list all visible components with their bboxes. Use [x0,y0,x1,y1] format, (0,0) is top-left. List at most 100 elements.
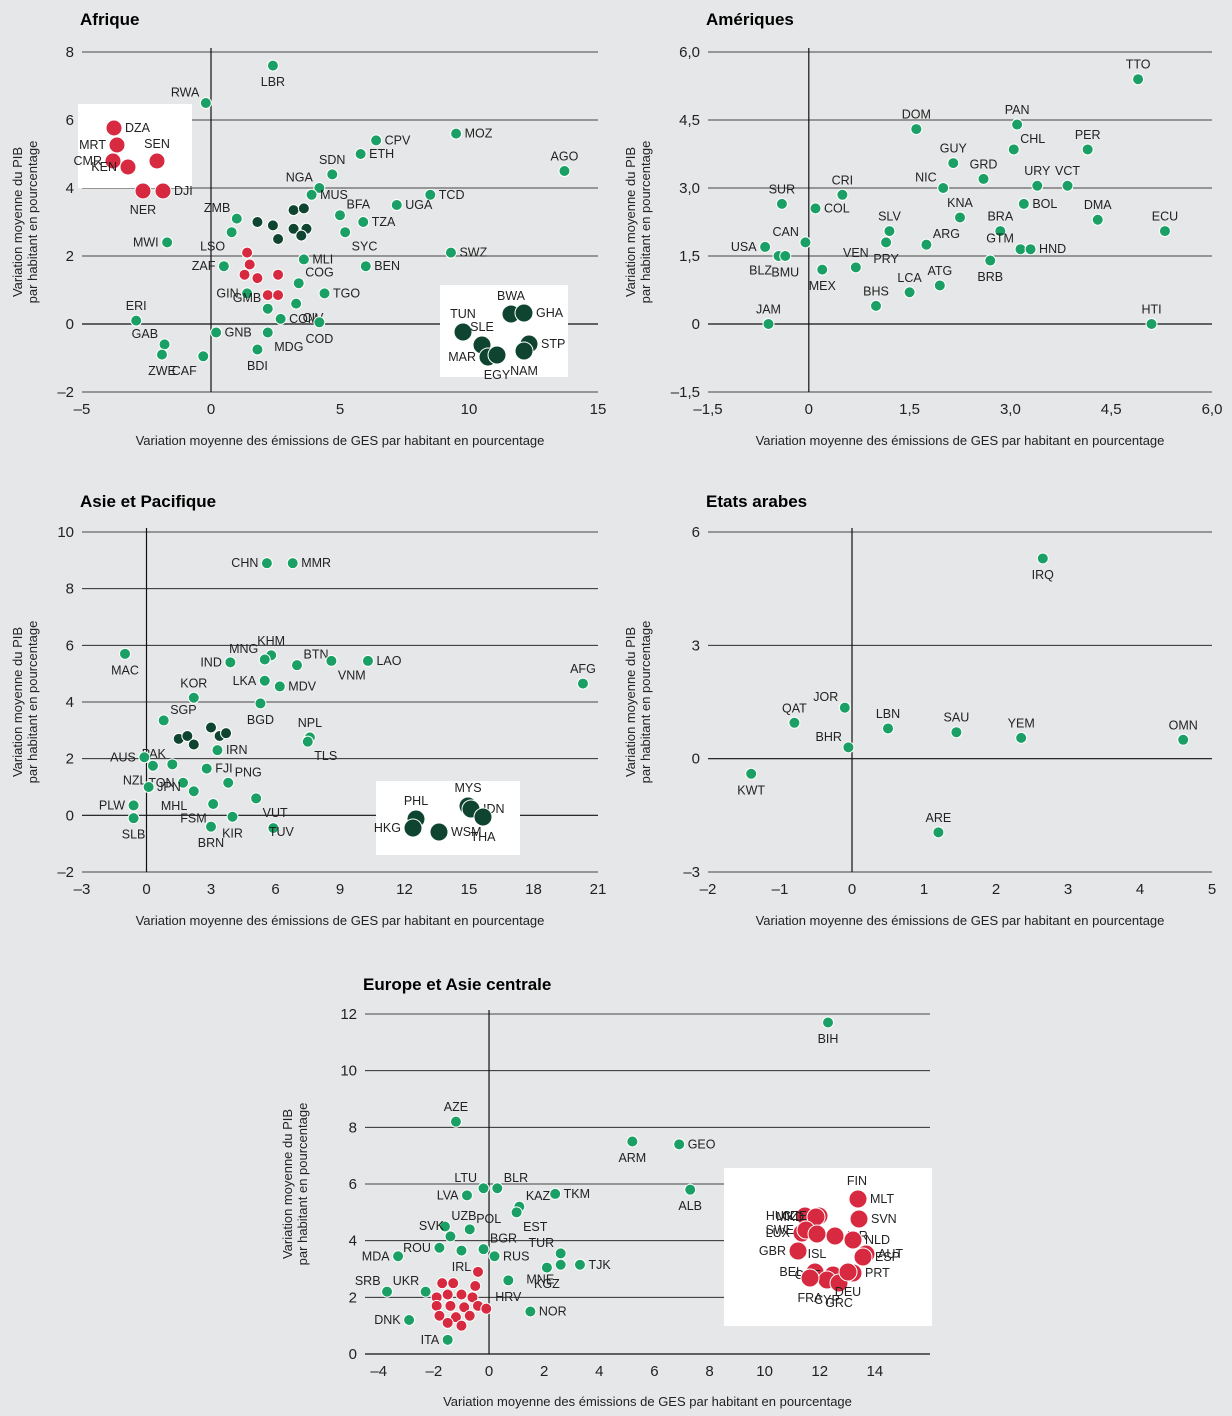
point-label: KHM [257,634,285,648]
data-point [403,1314,416,1326]
chart-panel: Asie et Pacifique –2 0 2 4 6 8 10 –3 0 3 6 9 12 15 18 21… [10,492,606,928]
inset-point-label: FIN [847,1174,867,1188]
inset-point [848,1189,868,1209]
data-point [187,738,200,751]
x-tick-label: 0 [485,1363,493,1380]
x-tick-label: 12 [811,1363,828,1380]
x-tick-label: 0 [207,401,215,418]
y-tick-label: 1,5 [679,248,700,265]
point-label: MDV [288,679,316,693]
data-point [1011,118,1024,131]
data-point [950,726,963,739]
y-tick-label: 0 [349,1346,357,1363]
data-point [205,820,217,833]
x-tick-label: –2 [700,881,717,898]
y-axis-label: Variation moyenne du PIBpar habitant en … [623,621,653,784]
data-point [1007,143,1020,156]
point-label: BOL [1032,197,1057,211]
inset-point-label: CYP [814,1293,840,1307]
point-label: GNB [225,326,252,340]
y-tick-label: 3,0 [679,180,700,197]
data-point [119,647,131,660]
point-label: COM [289,312,318,326]
point-label: COL [824,201,850,215]
data-point [1015,731,1028,744]
inset-point [108,136,126,154]
y-tick-label: 0 [692,316,700,333]
point-label: GMB [233,291,261,305]
x-tick-label: 0 [848,881,856,898]
data-point [842,741,855,754]
point-label: MOZ [465,127,493,141]
point-label: NOR [539,1305,567,1319]
x-tick-label: 1,5 [899,401,920,418]
data-point [290,297,303,310]
x-tick-label: 4 [595,1363,603,1380]
data-point [326,168,339,181]
inset-point [514,303,534,323]
inset-point [853,1247,873,1267]
inset-point-label: EGY [484,368,511,382]
point-label: NPL [298,716,322,730]
x-tick-label: 0 [805,401,813,418]
x-axis-label: Variation moyenne des émissions de GES p… [756,433,1165,448]
data-point [272,289,285,302]
data-point [187,785,200,798]
data-point [1061,179,1074,192]
point-label: BLR [504,1171,528,1185]
point-label: SDN [319,153,345,167]
point-label: GEO [688,1137,716,1151]
point-label: HND [1039,242,1066,256]
data-point [449,1115,462,1128]
x-tick-label: 4,5 [1101,401,1122,418]
inset-point-label: HUN [766,1209,793,1223]
point-label: JPN [157,780,181,794]
data-point [554,1258,567,1271]
point-label: IRN [226,743,248,757]
inset-point [849,1209,869,1229]
x-tick-label: 3 [1064,881,1072,898]
point-label: ERI [126,299,147,313]
point-label: BGR [490,1232,517,1246]
data-point [573,1258,586,1271]
y-axis-label: Variation moyenne du PIBpar habitant en … [280,1103,310,1266]
point-label: IND [200,655,222,669]
data-point [954,211,966,224]
x-tick-label: –4 [370,1363,387,1380]
point-label: MDG [274,340,303,354]
data-point [155,348,168,361]
point-label: GAB [132,327,158,341]
point-label: DOM [902,108,931,122]
data-point [224,656,237,669]
point-label: GTM [986,232,1014,246]
inset-box [724,1168,932,1326]
data-point [205,721,217,734]
data-point [370,134,383,147]
point-label: AGO [551,150,579,164]
y-tick-label: 8 [349,1119,357,1136]
x-tick-label: 12 [396,881,413,898]
data-point [301,735,314,748]
inset-point-label: BEL [779,1265,803,1279]
point-label: VUT [263,806,288,820]
point-label: BDI [247,359,268,373]
data-point [558,165,571,177]
data-point [254,697,267,710]
inset-point [453,322,473,342]
data-point [225,226,238,239]
x-tick-label: 21 [590,881,607,898]
point-label: BLZ [749,264,772,278]
point-label: CHL [1020,132,1045,146]
x-tick-label: 15 [590,401,607,418]
x-tick-label: 3 [207,881,215,898]
y-tick-label: 2 [349,1289,357,1306]
inset-point-label: MRT [79,138,106,152]
point-label: URY [1024,164,1051,178]
data-point [775,197,788,210]
data-point [339,226,352,239]
y-tick-label: 0 [692,751,700,768]
point-label: ZMB [204,201,230,215]
inset-point-label: FRA [798,1291,824,1305]
data-point [920,238,933,251]
inset-point-label: PRT [865,1266,890,1280]
